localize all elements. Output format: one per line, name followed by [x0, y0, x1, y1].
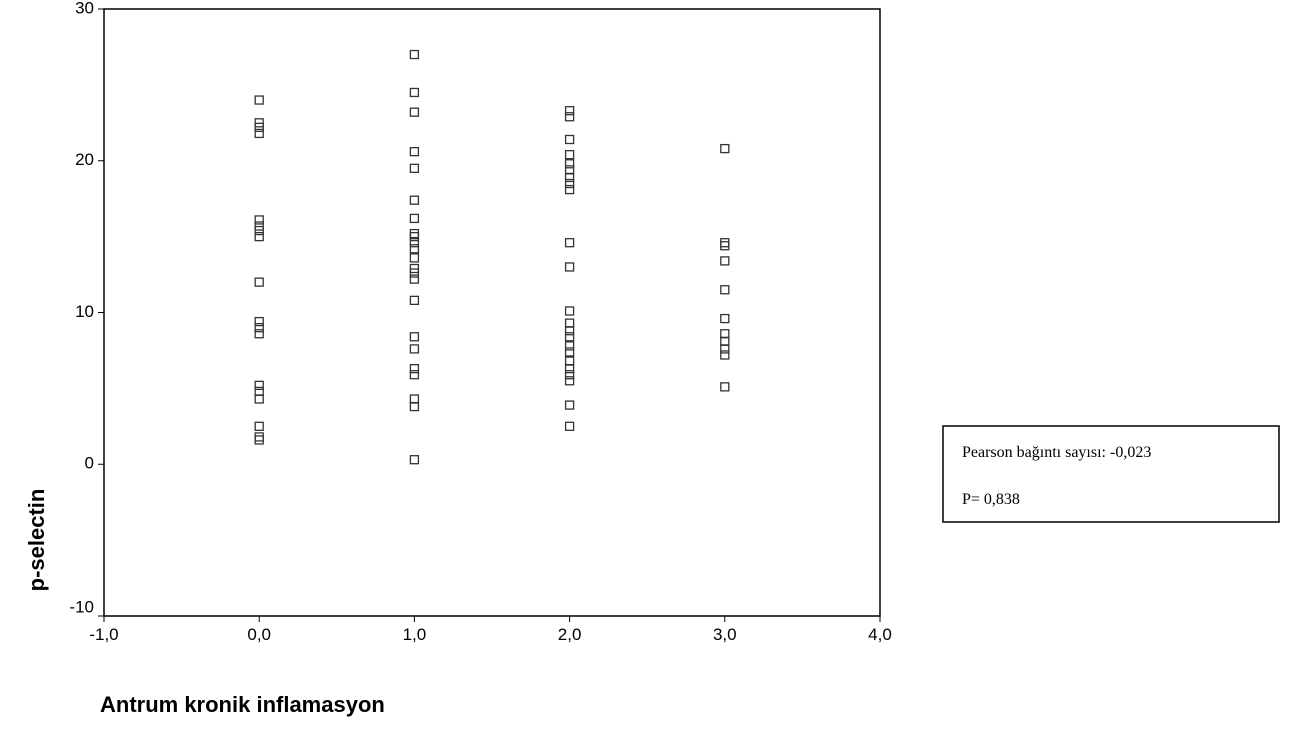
point [254, 122, 264, 133]
point [254, 215, 264, 225]
point [564, 347, 575, 357]
point [409, 344, 420, 354]
point [254, 128, 264, 139]
point [409, 370, 420, 380]
point [254, 277, 264, 287]
point [409, 363, 420, 374]
point [564, 172, 575, 183]
point [409, 455, 420, 465]
x-tick-label: 4,0 [868, 625, 892, 644]
point [564, 341, 575, 351]
plot-frame [103, 8, 881, 617]
x-tick-label: 2,0 [558, 625, 582, 644]
point [409, 49, 420, 60]
point [409, 87, 420, 98]
y-tick-label: 20 [75, 150, 94, 169]
point [564, 376, 575, 386]
x-tick-label: 3,0 [713, 625, 737, 644]
point [409, 146, 420, 157]
point [564, 238, 575, 248]
point [409, 213, 420, 224]
point [564, 326, 575, 336]
point [564, 332, 575, 342]
point [564, 178, 575, 189]
point [254, 323, 264, 333]
point [720, 350, 730, 360]
point [720, 336, 730, 346]
annotation: Pearson bağıntı sayısı: -0,023 [962, 444, 1151, 461]
y-axis-label: p-selectin [24, 489, 49, 592]
point [720, 285, 730, 295]
point [254, 329, 264, 339]
point [564, 421, 575, 431]
point [254, 435, 264, 445]
point [564, 134, 575, 145]
point [564, 400, 575, 410]
point [254, 386, 264, 397]
x-tick-label: 1,0 [403, 625, 427, 644]
point [254, 95, 264, 105]
x-tick-label: -1,0 [89, 625, 118, 644]
x-axis-label: Antrum kronik inflamasyon [100, 692, 385, 717]
point [254, 316, 264, 327]
point [720, 238, 730, 248]
annotation: P= 0,838 [962, 491, 1020, 508]
point [409, 274, 420, 284]
point [564, 184, 575, 195]
point [254, 225, 264, 236]
point [564, 159, 575, 169]
point [409, 253, 420, 263]
point [564, 262, 575, 272]
x-tick-label: 0,0 [247, 625, 271, 644]
point [409, 244, 420, 254]
point [564, 370, 575, 380]
point [720, 313, 730, 324]
point [564, 165, 575, 175]
annotation-box [942, 425, 1280, 523]
point [409, 332, 420, 342]
point [254, 421, 264, 431]
point [720, 344, 730, 354]
point [409, 268, 420, 278]
point [720, 382, 730, 392]
point [409, 238, 420, 248]
point [720, 256, 730, 266]
point [409, 231, 420, 242]
point [409, 394, 420, 404]
y-tick-label: -10 [69, 597, 94, 616]
point [720, 329, 730, 339]
point [564, 106, 575, 116]
y-tick-label: 30 [75, 0, 94, 17]
y-tick-label: 0 [85, 454, 94, 473]
point [720, 143, 730, 154]
point [564, 356, 575, 366]
point [564, 150, 575, 160]
point [254, 380, 264, 390]
point [409, 295, 420, 306]
point [564, 306, 575, 316]
point [564, 318, 575, 328]
point [254, 231, 264, 242]
point [409, 401, 420, 412]
point [254, 432, 264, 442]
point [409, 107, 420, 117]
point [564, 112, 575, 122]
point [409, 163, 420, 173]
point [720, 241, 730, 251]
point [409, 228, 420, 239]
point [409, 195, 420, 205]
point [564, 363, 575, 374]
point [254, 394, 264, 404]
y-tick-label: 10 [75, 302, 94, 321]
